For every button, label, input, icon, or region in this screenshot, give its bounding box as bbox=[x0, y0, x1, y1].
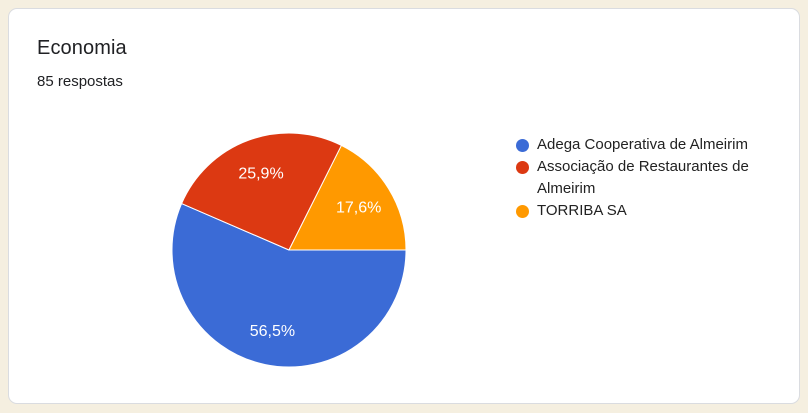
pie-slice-label: 17,6% bbox=[336, 200, 381, 217]
legend-item: Adega Cooperativa de Almeirim bbox=[516, 134, 766, 156]
pie-slice[interactable] bbox=[181, 132, 342, 251]
legend-dot-icon bbox=[516, 160, 529, 174]
pie-slice-label: 25,9% bbox=[238, 166, 283, 183]
legend-item: TORRIBA SA bbox=[516, 200, 766, 222]
chart-legend: Adega Cooperativa de Almeirim Associação … bbox=[516, 134, 766, 222]
pie-slice[interactable] bbox=[288, 144, 407, 251]
question-title: Economia bbox=[37, 37, 127, 59]
legend-item: Associação de Restaurantes de Almeirim bbox=[516, 156, 766, 200]
pie-chart: 56,5% 25,9% 17,6% bbox=[159, 120, 419, 380]
legend-dot-icon bbox=[516, 204, 529, 218]
pie-slice[interactable] bbox=[171, 203, 407, 368]
pie-slice-label: 56,5% bbox=[250, 323, 295, 340]
question-summary-card: Economia 85 respostas 56,5% 25,9% 17,6% Ad… bbox=[8, 8, 800, 404]
legend-item-label: Associação de Restaurantes de Almeirim bbox=[537, 158, 749, 197]
legend-item-label: TORRIBA SA bbox=[537, 202, 627, 219]
response-count: 85 respostas bbox=[37, 73, 123, 90]
legend-dot-icon bbox=[516, 138, 529, 152]
legend-item-label: Adega Cooperativa de Almeirim bbox=[537, 136, 748, 153]
